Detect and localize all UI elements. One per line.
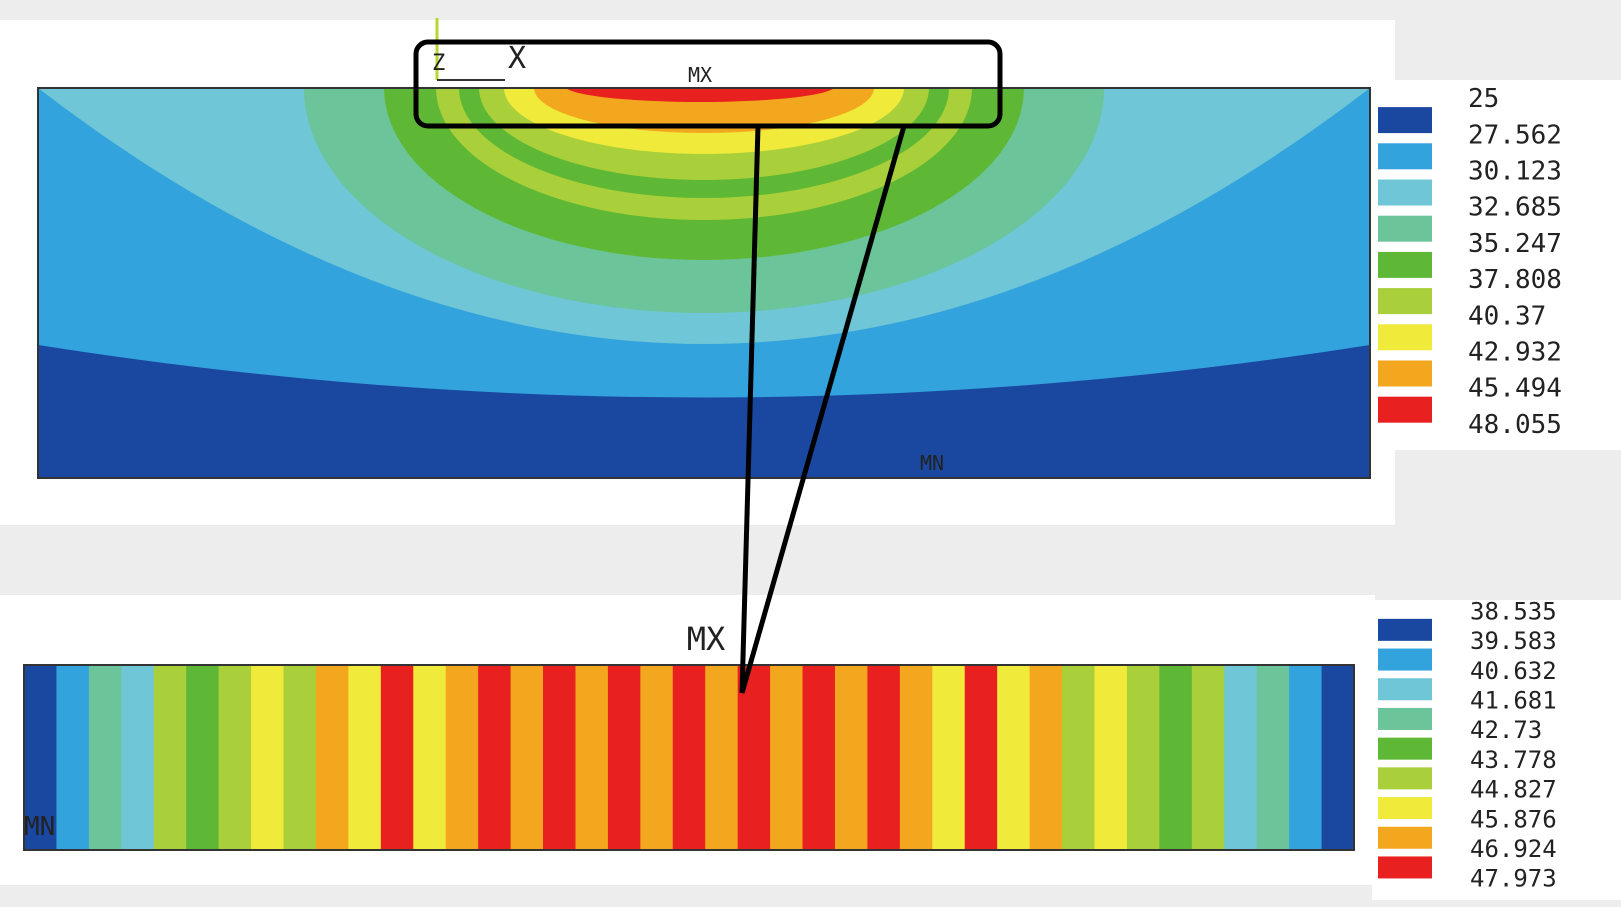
top-legend-swatch-7 [1378,360,1432,387]
top-legend-swatch-3 [1378,215,1432,242]
bottom-plot-border [23,664,1355,851]
bottom-legend-value-9: 47.973 [1470,865,1557,893]
stripe-36 [1191,665,1225,850]
stripe-37 [1224,665,1258,850]
stripe-32 [1062,665,1096,850]
bottom-legend-swatch-8 [1378,856,1432,879]
stripe-13 [445,665,479,850]
top-plot-border [37,87,1371,479]
bottom-legend-swatch-5 [1378,767,1432,790]
zoom-region-box [413,39,1003,129]
top-legend-swatch-4 [1378,251,1432,278]
stripe-3 [121,665,155,850]
bottom-legend-value-8: 46.924 [1470,835,1557,863]
bottom-legend-value-5: 43.778 [1470,746,1557,774]
stripe-4 [153,665,187,850]
top-legend-swatch-2 [1378,179,1432,206]
bottom-legend-swatch-3 [1378,707,1432,730]
stripe-20 [672,665,706,850]
stripe-12 [413,665,447,850]
stripe-34 [1126,665,1160,850]
bottom-legend-swatch-6 [1378,797,1432,820]
top-legend-value-1: 27.562 [1468,120,1562,150]
top-legend-value-0: 25 [1468,84,1499,114]
stripe-6 [218,665,252,850]
stripe-0 [24,665,58,850]
stripe-39 [1289,665,1323,850]
stripe-29 [964,665,998,850]
stripe-22 [737,665,771,850]
stripe-23 [770,665,804,850]
bottom-legend-value-6: 44.827 [1470,776,1557,804]
bottom-legend-value-3: 41.681 [1470,687,1557,715]
stripe-28 [932,665,966,850]
stripe-38 [1256,665,1290,850]
stripe-24 [802,665,836,850]
axis-x-label: X [508,41,526,76]
top-legend-value-4: 35.247 [1468,229,1562,259]
stripe-26 [867,665,901,850]
stripe-30 [997,665,1031,850]
bottom-legend-swatch-0 [1378,618,1432,641]
stripe-2 [88,665,122,850]
top-legend-value-3: 32.685 [1468,193,1562,223]
stripe-33 [1094,665,1128,850]
zoom-pointer-right [739,125,907,694]
stripe-18 [607,665,641,850]
stripe-19 [640,665,674,850]
stripe-14 [478,665,512,850]
bottom-max-label: MX [687,620,726,658]
stripe-7 [251,665,285,850]
stripe-10 [348,665,382,850]
stripe-9 [315,665,349,850]
stripe-15 [510,665,544,850]
top-legend-value-2: 30.123 [1468,157,1562,187]
bottom-legend-value-1: 39.583 [1470,627,1557,655]
bottom-legend-swatch-7 [1378,826,1432,849]
stripe-25 [834,665,869,850]
zoom-callout [413,39,1003,694]
top-legend-swatch-5 [1378,288,1432,315]
stripe-27 [899,665,933,850]
bottom-legend: 38.53539.58340.63241.68142.7343.77844.82… [1378,597,1557,893]
bottom-legend-swatch-2 [1378,678,1432,701]
stripe-17 [575,665,609,850]
top-legend: 25 27.562 30.123 32.685 35.247 37.808 40.37 42.… [1378,84,1562,440]
bottom-legend-swatch-1 [1378,648,1432,671]
stripe-16 [543,665,577,850]
top-legend-swatch-6 [1378,324,1432,351]
stripe-8 [283,665,317,850]
bottom-min-label: MN [24,812,55,842]
stripe-1 [56,665,90,850]
stripe-11 [380,665,414,850]
top-legend-value-9: 48.055 [1468,410,1562,440]
top-legend-swatch-8 [1378,396,1432,423]
bottom-legend-value-4: 42.73 [1470,716,1542,744]
stripe-5 [186,665,220,850]
top-legend-value-7: 42.932 [1468,338,1562,368]
stripe-31 [1029,665,1063,850]
top-min-label: MN [920,451,944,475]
zoom-pointer-left [739,125,761,694]
stripe-21 [705,665,739,850]
stripe-40 [1321,665,1355,850]
top-legend-swatch-1 [1378,143,1432,170]
stripe-35 [1159,665,1193,850]
top-legend-value-5: 37.808 [1468,265,1562,295]
contour-band-45 [534,88,874,133]
top-legend-value-6: 40.37 [1468,301,1546,331]
contour-band-48 [566,88,834,102]
bottom-legend-swatch-4 [1378,737,1432,760]
bottom-legend-value-7: 45.876 [1470,805,1557,833]
axis-z-label: Z [432,51,445,76]
bottom-legend-value-0: 38.535 [1470,597,1557,625]
bottom-legend-value-2: 40.632 [1470,657,1557,685]
top-legend-value-8: 45.494 [1468,374,1562,404]
top-legend-swatch-0 [1378,107,1432,134]
axis-triad: Z X [432,18,526,81]
bottom-stripe-plot [24,665,1355,850]
top-max-label: MX [688,63,712,87]
top-contour-plot [38,88,1370,478]
